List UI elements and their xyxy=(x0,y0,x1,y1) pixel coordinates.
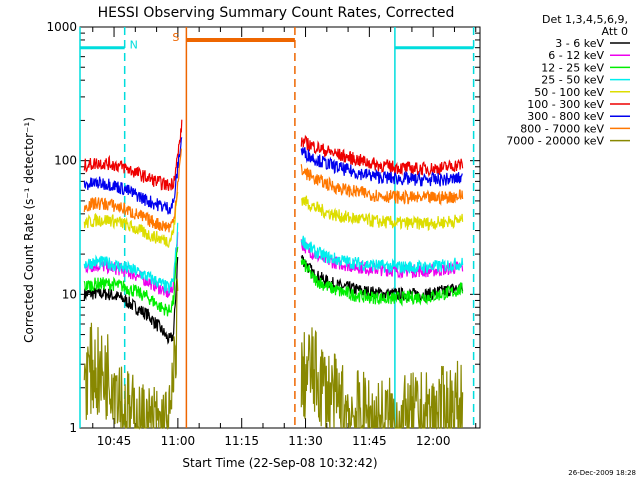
legend-entry: 6 - 12 keV xyxy=(548,49,604,62)
series-line xyxy=(300,164,464,206)
plot-area: 1 10 100 1000 10:45 11:00 11:15 11:30 11:45 12:00… xyxy=(46,20,481,448)
x-tick-label: 12:00 xyxy=(416,434,451,448)
x-axis-label: Start Time (22-Sep-08 10:32:42) xyxy=(182,456,377,470)
series-line xyxy=(300,134,464,178)
chart-title: HESSI Observing Summary Count Rates, Cor… xyxy=(98,5,455,21)
y-axis-label: Corrected Count Rate (s⁻¹ detector⁻¹) xyxy=(22,117,36,343)
legend-header: Att 0 xyxy=(602,25,628,38)
x-tick-label: 10:45 xyxy=(97,434,132,448)
x-tick-label: 11:45 xyxy=(352,434,387,448)
series-line xyxy=(83,246,179,317)
legend-entry: 3 - 6 keV xyxy=(555,37,604,50)
legend-entry: 12 - 25 keV xyxy=(541,61,604,74)
series-line xyxy=(83,148,182,233)
series-line xyxy=(83,278,179,431)
series-line xyxy=(83,256,179,345)
y-tick-label: 100 xyxy=(54,154,77,168)
series-line xyxy=(300,258,464,307)
series-line xyxy=(300,195,464,232)
series-line xyxy=(83,137,183,215)
night-label: N xyxy=(130,39,138,52)
x-tick-label: 11:30 xyxy=(288,434,323,448)
series-line xyxy=(300,327,464,430)
legend-entry: 300 - 800 keV xyxy=(527,110,604,123)
plot-timestamp: 26-Dec-2009 18:28 xyxy=(568,469,636,477)
legend-entry: 800 - 7000 keV xyxy=(520,122,604,135)
y-tick-label: 1 xyxy=(69,421,77,435)
legend-entry: 7000 - 20000 keV xyxy=(506,135,604,148)
series-line xyxy=(83,191,179,248)
series-line xyxy=(300,147,463,187)
series-line xyxy=(300,235,464,275)
y-tick-label: 10 xyxy=(62,287,77,301)
legend-entry: 50 - 100 keV xyxy=(534,86,604,99)
series-line xyxy=(83,222,179,294)
legend-header: Det 1,3,4,5,6,9, xyxy=(542,13,628,26)
x-tick-label: 11:00 xyxy=(161,434,196,448)
y-tick-label: 1000 xyxy=(46,20,77,34)
series-line xyxy=(83,119,183,191)
legend-entry: 25 - 50 keV xyxy=(541,74,604,87)
x-tick-label: 11:15 xyxy=(224,434,259,448)
saa-label: S xyxy=(172,31,179,44)
legend-entry: 100 - 300 keV xyxy=(527,98,604,111)
